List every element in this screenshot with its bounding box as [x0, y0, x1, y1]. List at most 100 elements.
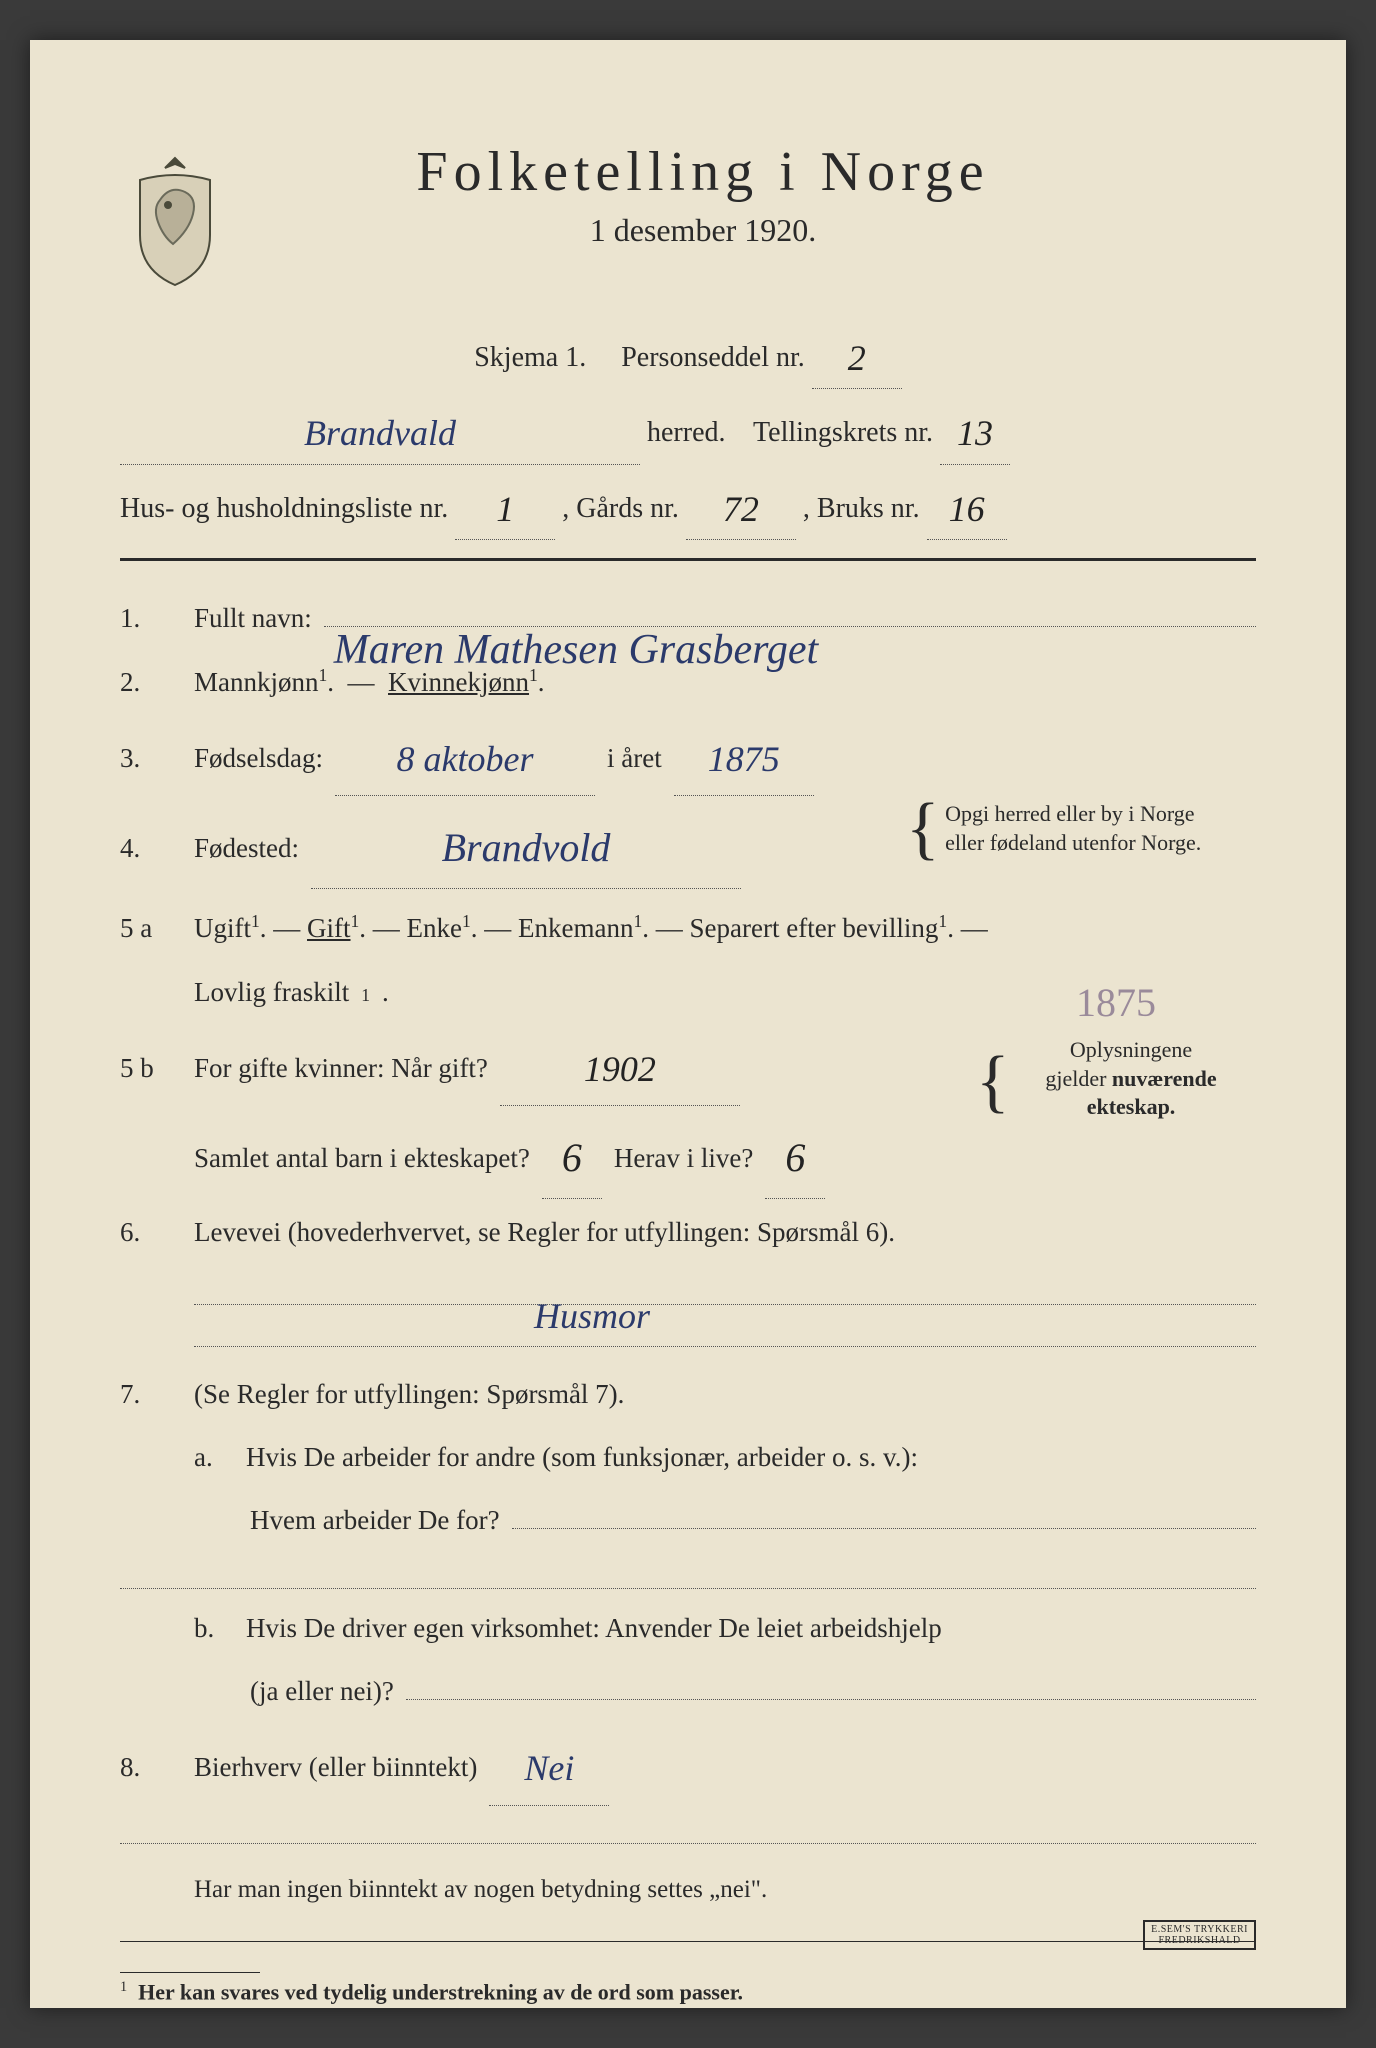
q1-row: 1. Fullt navn: Maren Mathesen Grasberget: [120, 589, 1256, 648]
printer-line2: FREDRIKSHALD: [1159, 1935, 1241, 1946]
hush-label: Hus- og husholdningsliste nr.: [120, 493, 448, 524]
q7-label: (Se Regler for utfyllingen: Spørsmål 7).: [194, 1365, 624, 1424]
divider-thin: [120, 1941, 1256, 1942]
q5b-label-c: Herav i live?: [614, 1129, 753, 1188]
q3-day: 8 aktober: [397, 739, 534, 779]
sup: 1: [529, 665, 538, 685]
q1-num: 1.: [120, 589, 182, 648]
q7a-row2: Hvem arbeider De for?: [250, 1491, 1256, 1550]
q6-num: 6.: [120, 1203, 182, 1262]
q5a-row2: Lovlig fraskilt1. 1875: [120, 963, 1256, 1022]
tellingskrets-label: Tellingskrets nr.: [753, 417, 933, 448]
printer-line1: E.SEM'S TRYKKERI: [1151, 1924, 1248, 1935]
footer-hint: Har man ingen biinntekt av nogen betydni…: [194, 1862, 1256, 1917]
q6-line2: [194, 1315, 1256, 1347]
q5b-note-a: Oplysningene: [1070, 1037, 1192, 1062]
q7a-text2: Hvem arbeider De for?: [250, 1491, 500, 1550]
q7b-text2: (ja eller nei)?: [250, 1662, 394, 1721]
sup: 1: [319, 665, 328, 685]
q5b-value-c: 6: [785, 1135, 805, 1180]
herred-value: Brandvald: [304, 413, 456, 453]
q4-num: 4.: [120, 819, 182, 878]
meta-line-1: Skjema 1. Personseddel nr. 2: [120, 320, 1256, 389]
footnote-block: 1 Her kan svares ved tydelig understrekn…: [120, 1972, 1256, 2005]
q5b-num: 5 b: [120, 1039, 182, 1098]
q5a-opt-3: Enkemann: [518, 913, 633, 943]
q5b-sidenote: { Oplysningene gjelder nuværende ekteska…: [1006, 1036, 1256, 1122]
header: Folketelling i Norge 1 desember 1920.: [120, 140, 1256, 290]
q5a-opt-2: Enke: [407, 913, 462, 943]
q3-num: 3.: [120, 729, 182, 788]
q7b-label: b.: [194, 1599, 234, 1658]
gards-nr: 72: [723, 489, 759, 529]
q8-line: [120, 1814, 1256, 1844]
q6-value: Husmor: [534, 1277, 650, 1310]
q4-row: 4. Fødested: Brandvold { Opgi herred ell…: [120, 800, 1256, 889]
meta-line-2: Brandvald herred. Tellingskrets nr. 13: [120, 395, 1256, 464]
q5a-row: 5 a Ugift1. — Gift1. — Enke1. — Enkemann…: [120, 899, 1256, 958]
q5a-opt-0: Ugift: [194, 913, 251, 943]
q2-content: Mannkjønn1. — Kvinnekjønn1.: [194, 653, 1256, 712]
q4-label: Fødested:: [194, 819, 299, 878]
q7a-row1: a. Hvis De arbeider for andre (som funks…: [194, 1428, 1256, 1487]
q3-row: 3. Fødselsdag: 8 aktober i året 1875: [120, 716, 1256, 796]
sup: 1: [462, 911, 471, 931]
q4-note-a: Opgi herred eller by i Norge: [945, 801, 1194, 826]
title-block: Folketelling i Norge 1 desember 1920.: [260, 140, 1256, 249]
gards-label: , Gårds nr.: [562, 493, 679, 524]
footnote-text: Her kan svares ved tydelig understreknin…: [138, 1979, 743, 2004]
sup: 1: [634, 911, 643, 931]
q8-value: Nei: [524, 1748, 574, 1788]
q7b-row2: (ja eller nei)?: [250, 1662, 1256, 1721]
q6-label: Levevei (hovederhvervet, se Regler for u…: [194, 1203, 895, 1262]
q2-opt-female: Kvinnekjønn: [388, 667, 529, 697]
meta-line-3: Hus- og husholdningsliste nr. 1 , Gårds …: [120, 471, 1256, 540]
q5b-value-b: 6: [562, 1135, 582, 1180]
q5b-row1: 5 b For gifte kvinner: Når gift? 1902 { …: [120, 1026, 1256, 1106]
form-meta: Skjema 1. Personseddel nr. 2 Brandvald h…: [120, 320, 1256, 540]
q7a-text1: Hvis De arbeider for andre (som funksjon…: [246, 1428, 918, 1487]
q2-num: 2.: [120, 653, 182, 712]
q4-note-b: eller fødeland utenfor Norge.: [945, 830, 1201, 855]
q7-num: 7.: [120, 1365, 182, 1424]
q5b-label-a: For gifte kvinner: Når gift?: [194, 1039, 488, 1098]
q5a-tail: Lovlig fraskilt: [194, 963, 349, 1022]
page-title: Folketelling i Norge: [260, 140, 1146, 204]
sup: 1: [361, 976, 370, 1015]
footnote-rule: [120, 1972, 260, 1973]
q1-label: Fullt navn:: [194, 589, 312, 648]
printer-mark: E.SEM'S TRYKKERI FREDRIKSHALD: [1143, 1920, 1256, 1950]
sup: 1: [251, 911, 260, 931]
q5b-row2: Samlet antal barn i ekteskapet? 6 Herav …: [120, 1110, 1256, 1199]
form-body: 1. Fullt navn: Maren Mathesen Grasberget…: [120, 589, 1256, 1916]
q6-row: 6. Levevei (hovederhvervet, se Regler fo…: [120, 1203, 1256, 1262]
q5a-opt-1: Gift: [307, 913, 351, 943]
q3-label: Fødselsdag:: [194, 729, 323, 788]
q5b-value-a: 1902: [584, 1049, 656, 1089]
brace-icon: {: [906, 811, 940, 846]
schema-label: Skjema 1.: [474, 342, 586, 373]
q5b-label-b: Samlet antal barn i ekteskapet?: [194, 1129, 530, 1188]
hush-nr: 1: [496, 489, 514, 529]
tellingskrets-nr: 13: [957, 413, 993, 453]
page-subtitle: 1 desember 1920.: [260, 212, 1146, 249]
sup: 1: [938, 911, 947, 931]
q8-row: 8. Bierhverv (eller biinntekt) Nei: [120, 1725, 1256, 1805]
q7b-text1: Hvis De driver egen virksomhet: Anvender…: [246, 1599, 942, 1658]
q5a-opt-4: Separert efter bevilling: [690, 913, 939, 943]
q8-num: 8.: [120, 1738, 182, 1797]
q3-mid: i året: [607, 729, 662, 788]
q7-row: 7. (Se Regler for utfyllingen: Spørsmål …: [120, 1365, 1256, 1424]
q1-value: Maren Mathesen Grasberget: [334, 604, 818, 632]
q3-year: 1875: [708, 739, 780, 779]
q4-value: Brandvold: [442, 825, 611, 870]
q5b-note-b: gjelder nuværende: [1045, 1066, 1216, 1091]
bruks-label: , Bruks nr.: [803, 493, 920, 524]
personseddel-label: Personseddel nr.: [621, 342, 805, 373]
q5a-num: 5 a: [120, 899, 182, 958]
census-form-page: Folketelling i Norge 1 desember 1920. Sk…: [30, 40, 1346, 2008]
coat-of-arms-icon: [120, 150, 230, 290]
divider-thick: [120, 558, 1256, 561]
q2-opt-male: Mannkjønn: [194, 667, 319, 697]
q6-line: Husmor: [194, 1273, 1256, 1305]
